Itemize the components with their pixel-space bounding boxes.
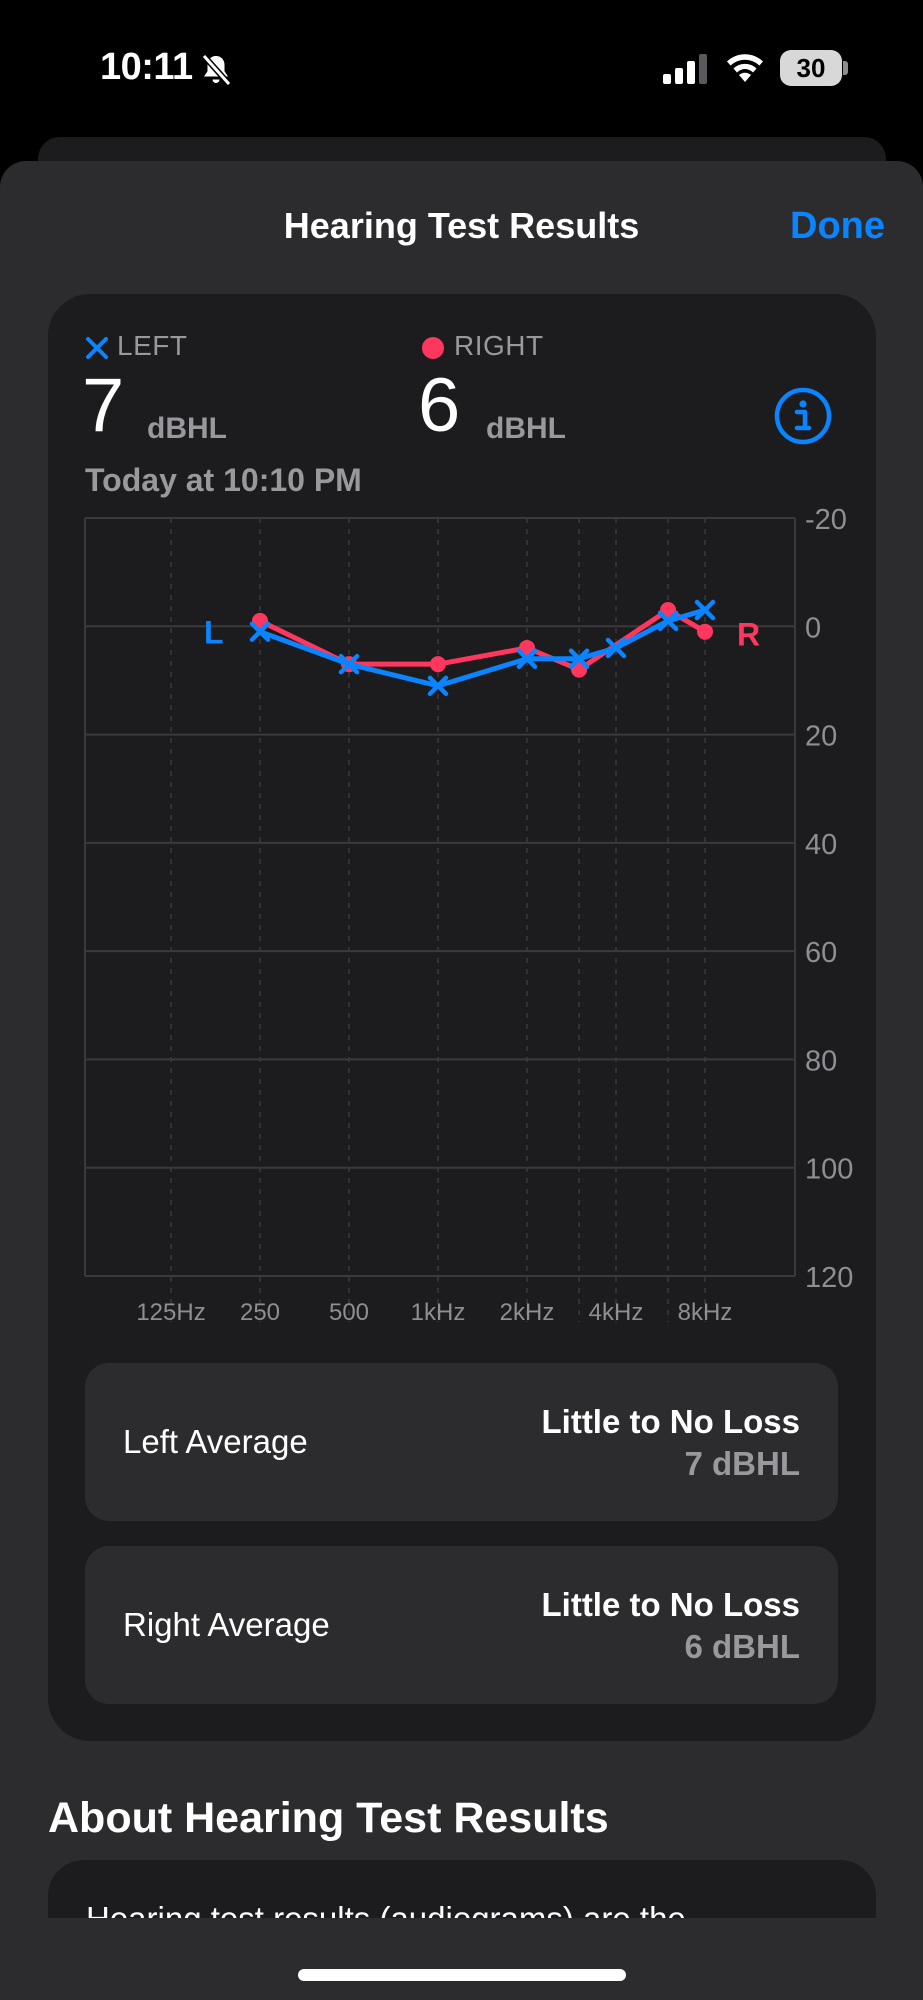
left-ear-line: [257, 607, 708, 689]
left-ear-point: [338, 653, 360, 675]
right-ear-line: [257, 607, 708, 673]
right-ear-header: RIGHT: [420, 330, 544, 362]
y-tick-label: 0: [805, 612, 821, 644]
right-average-status: Little to No Loss: [541, 1586, 801, 1623]
left-average-label: Left Average: [123, 1423, 308, 1460]
right-series-label: R: [737, 617, 760, 653]
y-tick-label: 100: [805, 1154, 853, 1186]
right-ear-point: [697, 623, 713, 640]
right-ear-value: 6: [418, 363, 461, 448]
y-tick-label: 20: [805, 721, 837, 753]
home-indicator[interactable]: [298, 1969, 626, 1981]
right-ear-label: RIGHT: [454, 330, 544, 361]
x-tick-label: 8kHz: [678, 1299, 733, 1326]
x-mark-icon: [86, 336, 108, 359]
about-section-title: About Hearing Test Results: [48, 1794, 609, 1842]
right-average-row[interactable]: Right Average Little to No Loss 6 dBHL: [85, 1546, 838, 1704]
left-ear-label: LEFT: [117, 330, 188, 361]
cellular-signal-icon: [663, 54, 707, 84]
y-tick-label: 60: [805, 937, 837, 969]
y-tick-label: 40: [805, 829, 837, 861]
left-ear-unit: dBHL: [147, 412, 227, 445]
info-circle-icon[interactable]: [773, 386, 833, 446]
y-tick-label: 80: [805, 1045, 837, 1077]
x-tick-label: 125Hz: [136, 1299, 205, 1326]
x-tick-label: 250: [240, 1299, 280, 1326]
left-ear-point: [427, 675, 449, 697]
y-tick-label: -20: [805, 504, 847, 536]
measurement-date: Today at 10:10 PM: [85, 462, 362, 498]
left-ear-point: [516, 648, 538, 670]
left-ear-value: 7: [82, 363, 125, 448]
battery-level: 30: [796, 53, 826, 83]
status-bar: 10:11 30: [0, 0, 923, 135]
audiogram-chart: -20 0 20 40 60 80 100 120 125Hz 250 500 1kHz 2kHz 4kH…: [84, 504, 853, 1326]
left-ear-point: [568, 648, 590, 670]
left-ear-header: LEFT: [85, 330, 187, 362]
battery-icon: 30: [780, 50, 848, 86]
left-ear-point: [657, 610, 679, 632]
done-button[interactable]: Done: [790, 205, 885, 247]
right-ear-point: [430, 656, 446, 673]
right-ear-unit: dBHL: [486, 412, 566, 445]
left-series-label: L: [204, 615, 224, 651]
x-tick-label: 500: [329, 1299, 369, 1326]
right-average-value: 6 dBHL: [684, 1628, 801, 1665]
y-tick-label: 120: [805, 1262, 853, 1294]
left-ear-point: [694, 599, 716, 621]
page-title: Hearing Test Results: [283, 205, 640, 246]
filled-circle-icon: [422, 336, 444, 359]
status-time: 10:11: [100, 46, 193, 88]
bottom-bar: [0, 1918, 923, 2000]
wifi-icon: [727, 54, 763, 82]
left-average-row[interactable]: Left Average Little to No Loss 7 dBHL: [85, 1363, 838, 1521]
left-ear-point: [249, 621, 271, 642]
x-tick-label: 4kHz: [589, 1299, 644, 1326]
x-tick-label: 1kHz: [411, 1299, 466, 1326]
bell-slash-icon: [201, 54, 232, 86]
right-average-label: Right Average: [123, 1606, 330, 1643]
left-ear-point: [605, 637, 627, 659]
x-tick-label: 2kHz: [500, 1299, 555, 1326]
left-average-status: Little to No Loss: [541, 1403, 801, 1440]
left-average-value: 7 dBHL: [684, 1445, 801, 1482]
